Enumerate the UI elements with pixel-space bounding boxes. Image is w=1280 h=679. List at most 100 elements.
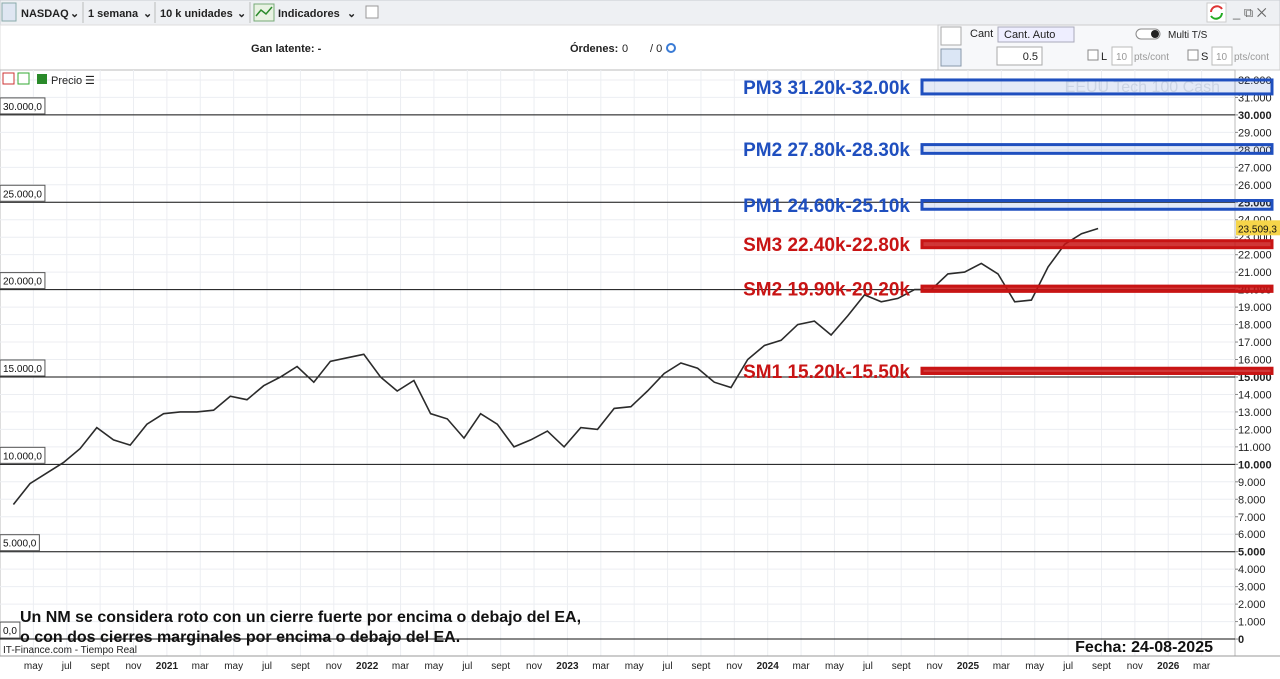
menu-icon[interactable]	[1, 2, 17, 22]
x-tick-label: may	[24, 661, 43, 672]
x-tick-label: mar	[1193, 661, 1211, 672]
y-tick-label: 29.000	[1238, 127, 1272, 139]
qty-auto-label: Cant. Auto	[1004, 29, 1055, 41]
chevron: ⌄	[70, 8, 79, 20]
x-tick-label: 2023	[556, 661, 579, 672]
x-tick-label: jul	[261, 661, 272, 672]
window-controls[interactable]: _ ⧉ ✕	[1232, 5, 1267, 20]
level-label: 0,0	[3, 626, 17, 637]
zone-label: SM3 22.40k-22.80k	[743, 235, 910, 256]
s-input[interactable]	[1211, 46, 1233, 66]
legend-list-icon[interactable]: ☰	[85, 75, 95, 87]
date-label: Fecha: 24-08-2025	[1075, 639, 1213, 656]
x-tick-label: may	[625, 661, 644, 672]
x-tick-label: 2021	[156, 661, 179, 672]
x-tick-label: mar	[993, 661, 1011, 672]
y-tick-label: 21.000	[1238, 267, 1272, 279]
multi-label: Multi T/S	[1168, 30, 1208, 41]
watermark: EEUU Tech 100 Cash	[1065, 79, 1220, 96]
x-tick-label: sept	[691, 661, 710, 672]
x-tick-label: nov	[326, 661, 342, 672]
x-tick-label: mar	[592, 661, 610, 672]
level-label: 5.000,0	[3, 539, 37, 550]
x-tick-label: 2025	[957, 661, 980, 672]
y-tick-label: 18.000	[1238, 320, 1272, 332]
y-tick-label: 8.000	[1238, 494, 1266, 506]
x-tick-label: 2024	[757, 661, 780, 672]
x-tick-label: sept	[491, 661, 510, 672]
keypad-button[interactable]	[940, 48, 962, 67]
l-value: 10	[1116, 52, 1128, 63]
x-tick-label: nov	[125, 661, 141, 672]
chart: 0 1.000 2.000 3.000 4.000 5.000 6.000 7.000 8.00…	[0, 70, 1280, 672]
status-bar	[0, 24, 939, 71]
zone-label: PM3 31.20k-32.00k	[743, 78, 910, 99]
y-tick-label: 3.000	[1238, 582, 1266, 594]
zone	[920, 78, 1274, 96]
legend-icon[interactable]	[2, 72, 15, 85]
y-tick-label: 30.000	[1238, 110, 1272, 122]
y-tick-label: 6.000	[1238, 529, 1266, 541]
level-label: 25.000,0	[3, 189, 42, 200]
zone-label: SM2 19.90k-20.20k	[743, 280, 910, 301]
y-tick-label: 13.000	[1238, 407, 1272, 419]
y-tick-label: 26.000	[1238, 180, 1272, 192]
pts-unit: pts/cont	[1134, 52, 1169, 63]
x-tick-label: jul	[862, 661, 873, 672]
indicators-button[interactable]: Indicadores	[278, 8, 340, 20]
legend-swatch	[37, 74, 47, 84]
legend-icon[interactable]	[17, 72, 30, 85]
y-tick-label: 22.000	[1238, 250, 1272, 262]
y-tick-label: 5.000	[1238, 547, 1266, 559]
zone	[920, 284, 1274, 293]
y-tick-label: 27.000	[1238, 162, 1272, 174]
y-tick-label: 1.000	[1238, 617, 1266, 629]
l-input[interactable]	[1111, 46, 1133, 66]
last-price-label: 23.509,3	[1238, 224, 1277, 235]
zone	[920, 239, 1274, 250]
orders-count: 0	[622, 43, 628, 55]
zone	[920, 199, 1274, 211]
x-tick-label: sept	[291, 661, 310, 672]
level-label: 15.000,0	[3, 364, 42, 375]
x-tick-label: sept	[1092, 661, 1111, 672]
qty-input[interactable]	[996, 46, 1043, 66]
info-button[interactable]	[365, 5, 379, 19]
y-tick-label: 12.000	[1238, 424, 1272, 436]
x-tick-label: mar	[392, 661, 410, 672]
x-tick-label: sept	[91, 661, 110, 672]
qty-auto-button[interactable]	[997, 26, 1075, 43]
level-label-box	[0, 184, 46, 202]
qty-label: Cant	[970, 28, 993, 40]
orders-total: / 0	[650, 43, 662, 55]
period-select[interactable]: 1 semana	[88, 8, 139, 20]
x-tick-label: sept	[892, 661, 911, 672]
l-checkbox[interactable]	[1087, 49, 1099, 61]
last-price-box	[1236, 220, 1280, 236]
x-tick-label: mar	[192, 661, 210, 672]
zone-label: PM1 24.60k-25.10k	[743, 196, 910, 217]
s-checkbox[interactable]	[1187, 49, 1199, 61]
x-tick-label: may	[1025, 661, 1044, 672]
annotation: o con dos cierres marginales por encima …	[20, 629, 460, 646]
unrealized-pnl: Gan latente: -	[251, 43, 322, 55]
x-tick-label: jul	[461, 661, 472, 672]
tools-button[interactable]	[940, 26, 962, 46]
zone	[920, 143, 1274, 155]
x-tick-label: nov	[726, 661, 742, 672]
level-label-box	[0, 446, 46, 464]
pts-unit: pts/cont	[1234, 52, 1269, 63]
level-label-box	[0, 97, 46, 115]
price-line	[12, 227, 1099, 505]
x-tick-label: may	[424, 661, 443, 672]
y-tick-label: 17.000	[1238, 337, 1272, 349]
x-tick-label: may	[224, 661, 243, 672]
units-select[interactable]: 10 k unidades	[160, 8, 233, 20]
qty-value: 0.5	[1023, 51, 1038, 63]
annotation: Un NM se considera roto con un cierre fu…	[20, 609, 581, 626]
orders-settings[interactable]	[666, 43, 676, 53]
symbol-select[interactable]: NASDAQ	[21, 8, 69, 20]
s-value: 10	[1216, 52, 1228, 63]
chevron: ⌄	[237, 8, 246, 20]
